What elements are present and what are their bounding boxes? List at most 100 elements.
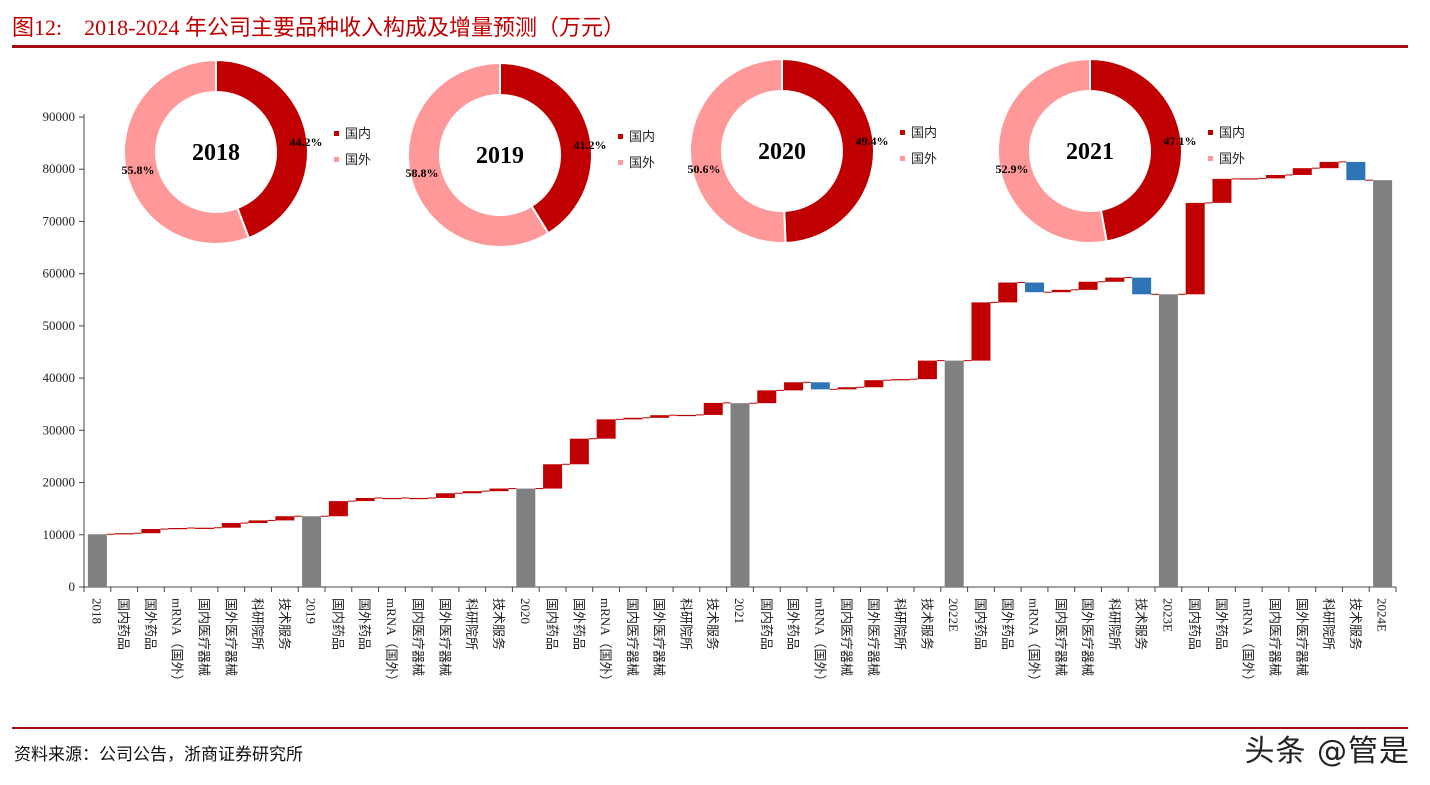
x-tick-label: 2023E (1160, 598, 1175, 632)
x-tick-label: 国外药品 (571, 598, 586, 650)
x-tick-label: 国外医疗器械 (1294, 598, 1309, 676)
donut-data-label-overseas: 50.6% (688, 162, 721, 176)
decrease-bar (1132, 277, 1152, 295)
x-tick-label: 国外医疗器械 (437, 598, 452, 676)
x-tick-label: 国内药品 (759, 598, 774, 650)
x-tick-label: 国内药品 (973, 598, 988, 650)
donut-slice-domestic (1089, 57, 1183, 243)
increase-bar (1051, 289, 1071, 293)
increase-bar (864, 380, 884, 388)
y-tick-label: 80000 (43, 161, 76, 176)
donut-data-label-overseas: 55.8% (122, 163, 155, 177)
x-tick-label: 技术服务 (705, 598, 720, 650)
legend-label: 国内 (345, 126, 371, 142)
x-tick-label: mRNA（国外） (170, 598, 185, 688)
legend-label: 国外 (1219, 152, 1245, 167)
donut-data-label-overseas: 52.9% (996, 162, 1029, 176)
x-tick-label: 科研院所 (1107, 598, 1122, 650)
decrease-bar (810, 382, 830, 390)
x-tick-label: 国内医疗器械 (839, 598, 854, 676)
title-divider (12, 45, 1408, 48)
x-tick-label: 国外医疗器械 (866, 598, 881, 676)
increase-bar (569, 438, 589, 465)
donut-slice-domestic (781, 57, 875, 244)
x-tick-label: 国外药品 (1214, 598, 1229, 650)
increase-bar (596, 419, 616, 439)
increase-bar (784, 382, 804, 391)
donut-data-label-domestic: 47.1% (1164, 134, 1197, 148)
x-tick-label: 国内医疗器械 (196, 598, 211, 676)
donut-slice-overseas (407, 61, 550, 248)
x-tick-label: 国内药品 (545, 598, 560, 650)
x-tick-label: 技术服务 (1348, 598, 1363, 650)
increase-bar (1239, 178, 1259, 180)
donut-data-label-domestic: 41.2% (574, 138, 607, 152)
legend-swatch (618, 134, 623, 139)
x-tick-label: 2019 (304, 598, 319, 624)
legend-swatch (1208, 130, 1213, 135)
donut-slice-overseas (689, 57, 787, 244)
increase-bar (891, 379, 911, 381)
donut-slice-overseas (123, 58, 251, 245)
x-tick-label: 2021 (732, 598, 747, 624)
total-bar (87, 534, 107, 587)
increase-bar (328, 501, 348, 517)
legend-label: 国内 (1219, 125, 1245, 141)
legend-label: 国外 (911, 152, 937, 167)
donut-center-label: 2018 (192, 140, 240, 166)
y-tick-label: 70000 (43, 213, 76, 228)
figure-title: 图12: 2018-2024 年公司主要品种收入构成及增量预测（万元） (12, 15, 625, 40)
x-tick-label: 科研院所 (464, 598, 479, 650)
donut-slice-overseas (997, 57, 1108, 244)
x-tick-label: mRNA（国外） (1027, 598, 1042, 688)
y-tick-label: 30000 (43, 422, 76, 437)
increase-bar (917, 360, 937, 380)
x-tick-label: 2020 (518, 598, 533, 624)
legend-swatch (618, 160, 623, 165)
increase-bar (194, 527, 214, 529)
source-note: 资料来源：公司公告，浙商证券研究所 (14, 745, 303, 764)
x-tick-label: 国外医疗器械 (223, 598, 238, 676)
x-tick-label: mRNA（国外） (384, 598, 399, 688)
increase-bar (1319, 161, 1339, 169)
increase-bar (623, 417, 643, 420)
increase-bar (676, 414, 696, 417)
legend-swatch (900, 156, 905, 161)
increase-bar (382, 497, 402, 500)
x-tick-label: 国外药品 (1000, 598, 1015, 650)
increase-bar (221, 523, 241, 528)
increase-bar (409, 497, 429, 500)
x-tick-label: mRNA（国外） (812, 598, 827, 688)
increase-bar (114, 533, 134, 535)
increase-bar (1292, 168, 1312, 175)
donut-slice-domestic (215, 58, 309, 240)
x-tick-label: 国外药品 (143, 598, 158, 650)
increase-bar (1212, 178, 1232, 203)
x-tick-label: 科研院所 (250, 598, 265, 650)
donut-slice-domestic (499, 61, 593, 235)
decrease-bar (1346, 161, 1366, 181)
legend-label: 国内 (911, 125, 937, 141)
x-tick-label: 国外药品 (357, 598, 372, 650)
total-bar (1158, 294, 1178, 587)
x-tick-label: 国内医疗器械 (1053, 598, 1068, 676)
donut-center-label: 2019 (476, 143, 524, 169)
y-tick-label: 0 (69, 579, 76, 594)
x-tick-label: 国内药品 (116, 598, 131, 650)
increase-bar (1185, 202, 1205, 295)
x-tick-label: 技术服务 (919, 598, 934, 650)
legend-swatch (900, 130, 905, 135)
increase-bar (998, 282, 1018, 303)
footer-divider (12, 727, 1408, 729)
increase-bar (248, 520, 268, 524)
x-tick-label: 国外医疗器械 (652, 598, 667, 676)
y-tick-label: 20000 (43, 475, 76, 490)
increase-bar (650, 415, 670, 418)
increase-bar (703, 402, 723, 415)
x-tick-label: 技术服务 (277, 598, 292, 650)
